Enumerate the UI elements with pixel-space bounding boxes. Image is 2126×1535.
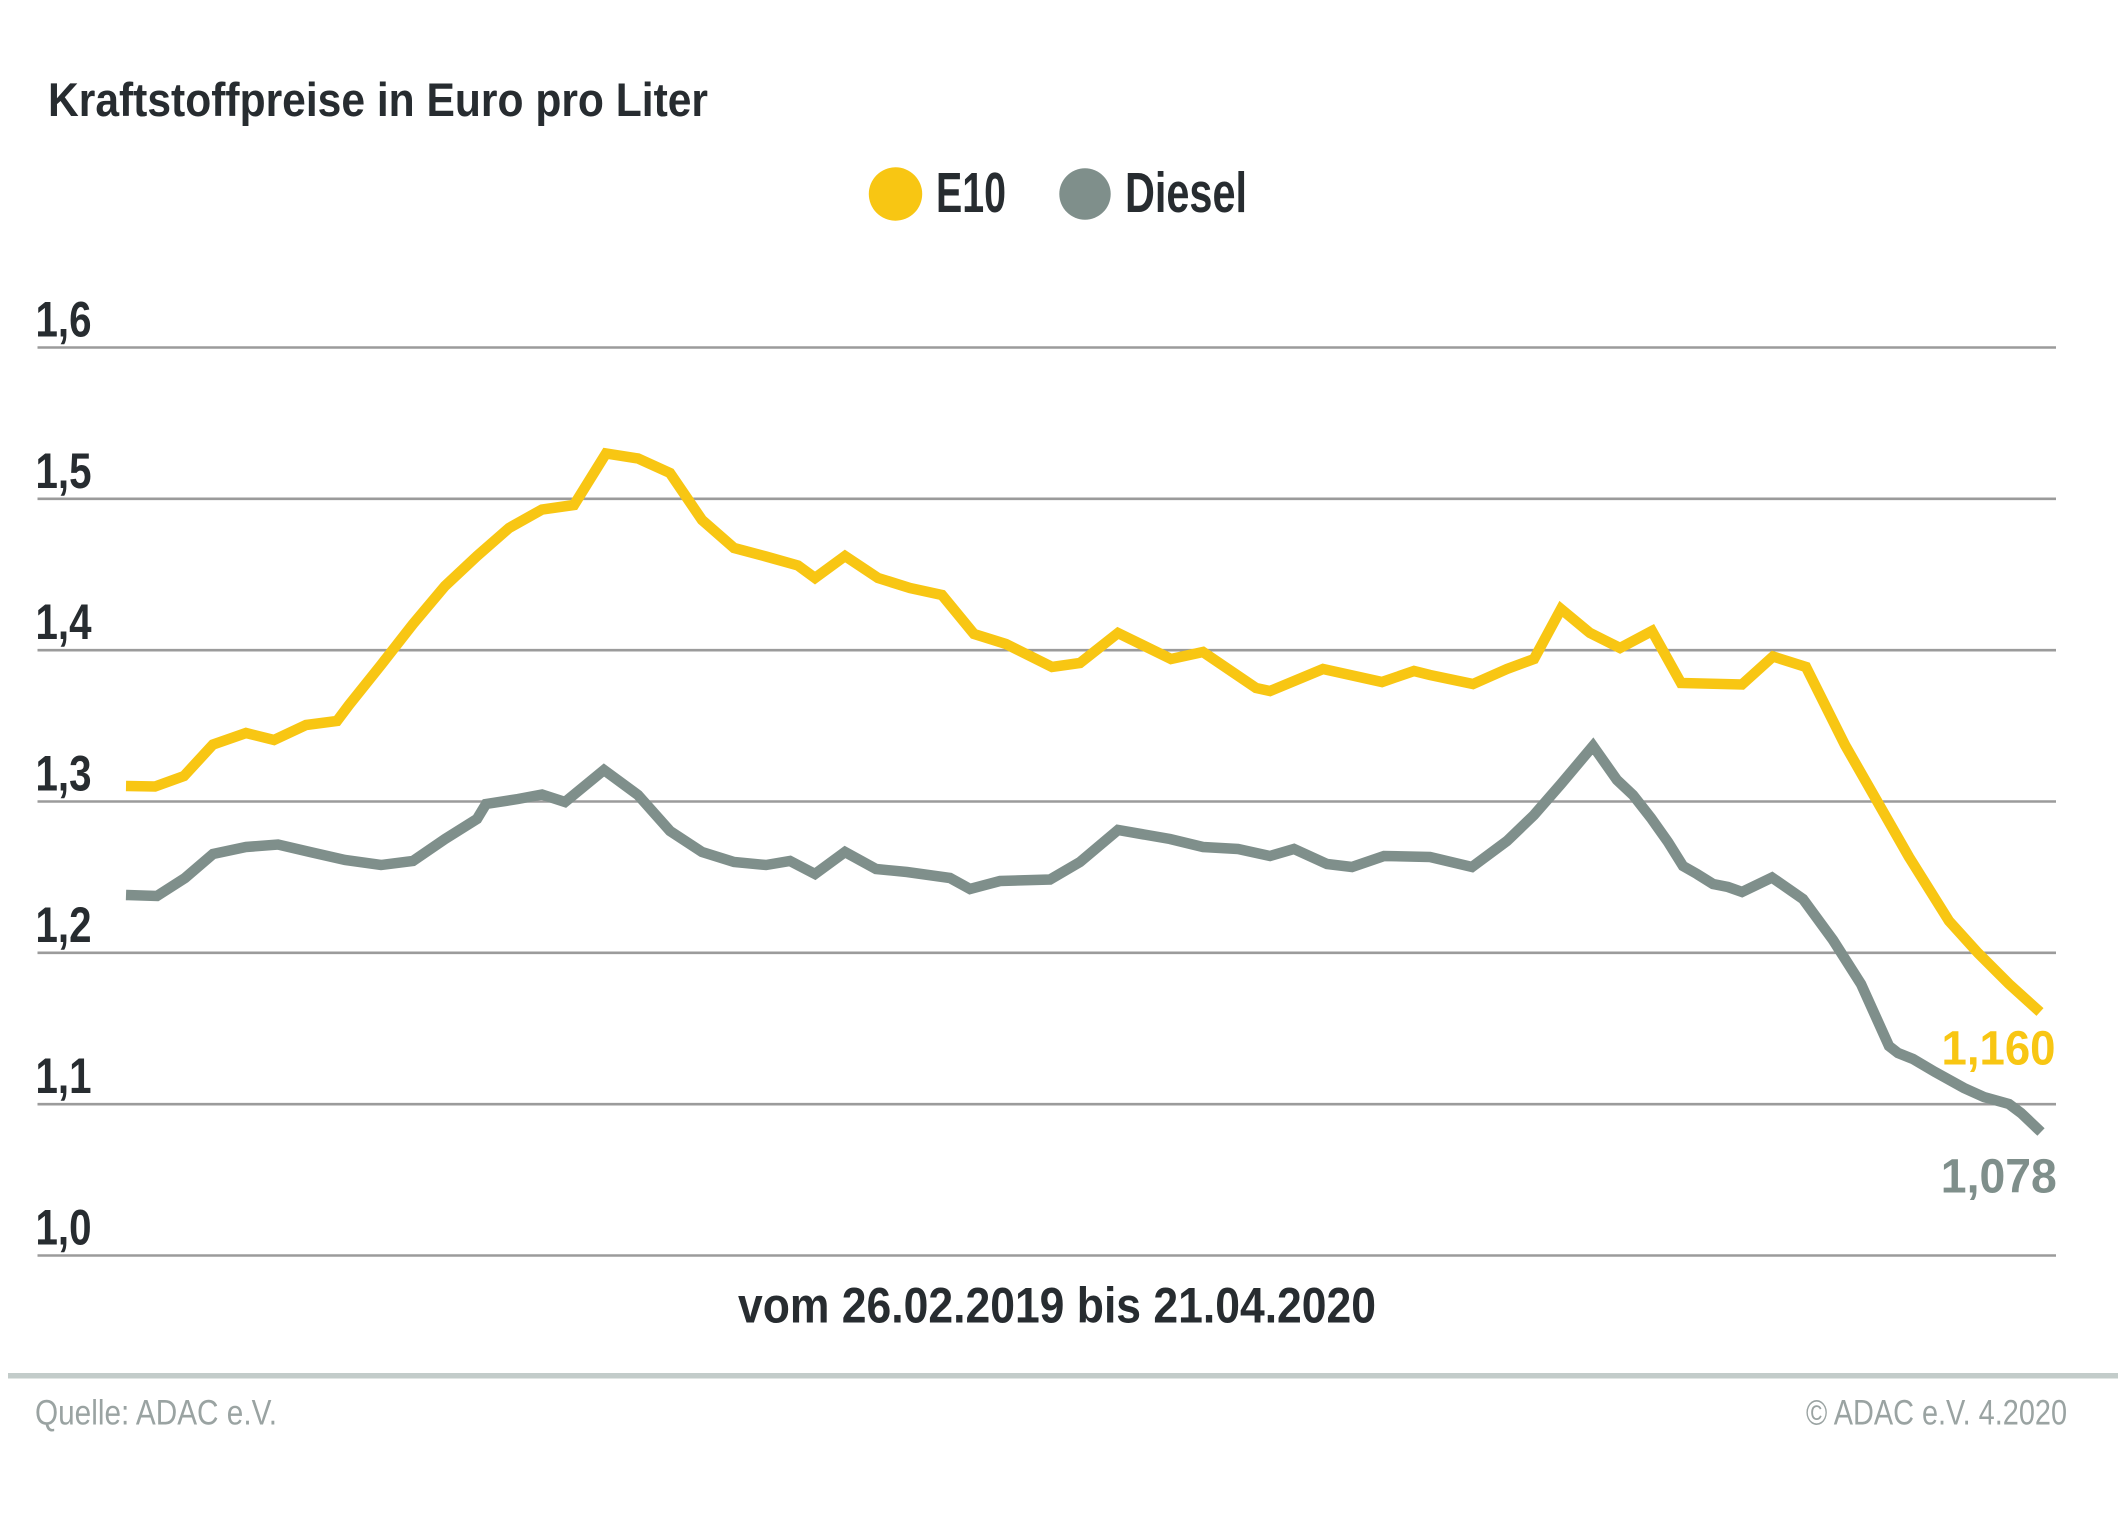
svg-text:Kraftstoffpreise in Euro pro L: Kraftstoffpreise in Euro pro Liter (48, 73, 708, 126)
svg-text:1,0: 1,0 (36, 1200, 92, 1256)
svg-text:1,3: 1,3 (36, 746, 92, 802)
svg-text:Quelle: ADAC e.V.: Quelle: ADAC e.V. (35, 1393, 277, 1433)
svg-text:vom 26.02.2019 bis 21.04.2020: vom 26.02.2019 bis 21.04.2020 (738, 1278, 1376, 1334)
svg-text:Diesel: Diesel (1125, 161, 1247, 225)
svg-text:1,6: 1,6 (36, 292, 92, 348)
svg-text:1,5: 1,5 (36, 443, 92, 499)
svg-text:© ADAC e.V. 4.2020: © ADAC e.V. 4.2020 (1806, 1393, 2067, 1433)
svg-text:1,4: 1,4 (36, 594, 92, 650)
svg-text:1,078: 1,078 (1941, 1150, 2057, 1203)
svg-text:1,160: 1,160 (1942, 1023, 2056, 1076)
svg-text:1,1: 1,1 (36, 1048, 92, 1104)
svg-text:E10: E10 (936, 161, 1006, 225)
svg-text:1,2: 1,2 (36, 897, 92, 953)
